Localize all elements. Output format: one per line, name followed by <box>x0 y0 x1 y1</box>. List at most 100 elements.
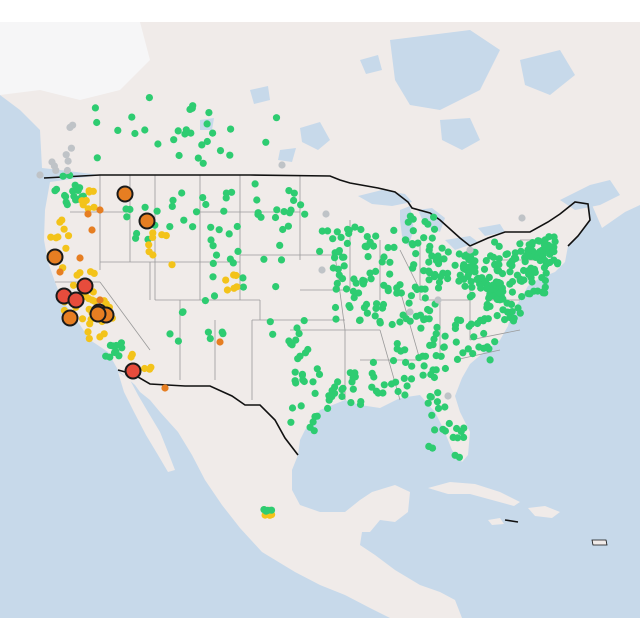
highlight-marker-unhealthy[interactable] <box>76 277 94 295</box>
monitor-dot-good[interactable] <box>306 423 314 431</box>
monitor-dot-good[interactable] <box>498 284 506 292</box>
monitor-dot-good[interactable] <box>539 289 547 297</box>
monitor-dot-moderate[interactable] <box>82 196 90 205</box>
monitor-dot-good[interactable] <box>370 373 378 381</box>
monitor-dot-good[interactable] <box>534 237 542 245</box>
monitor-dot-good[interactable] <box>272 283 280 291</box>
monitor-dot-good[interactable] <box>455 453 463 461</box>
monitor-dot-good[interactable] <box>426 392 434 401</box>
monitor-dot-good[interactable] <box>467 278 475 286</box>
monitor-dot-good[interactable] <box>260 255 268 263</box>
monitor-dot-good[interactable] <box>394 387 402 396</box>
monitor-dot-good[interactable] <box>530 265 539 273</box>
monitor-dot-good[interactable] <box>332 315 340 323</box>
monitor-dot-good[interactable] <box>315 370 324 378</box>
monitor-dot-good[interactable] <box>71 181 79 189</box>
monitor-dot-good[interactable] <box>114 126 122 134</box>
monitor-dot-good[interactable] <box>553 260 562 268</box>
monitor-dot-moderate[interactable] <box>88 296 96 304</box>
highlight-marker-usg[interactable] <box>89 305 107 323</box>
monitor-dot-good[interactable] <box>284 222 292 230</box>
monitor-dot-good[interactable] <box>400 374 408 382</box>
monitor-dot-good[interactable] <box>428 252 436 260</box>
monitor-dot-good[interactable] <box>131 129 139 138</box>
monitor-dot-good[interactable] <box>388 320 396 329</box>
monitor-dot-good[interactable] <box>518 293 526 301</box>
monitor-dot-good[interactable] <box>166 223 174 231</box>
monitor-dot-good[interactable] <box>351 223 359 231</box>
monitor-dot-good[interactable] <box>180 216 188 224</box>
monitor-dot-good[interactable] <box>486 292 494 300</box>
monitor-dot-good[interactable] <box>309 378 317 386</box>
monitor-dot-good[interactable] <box>52 185 61 193</box>
monitor-dot-good[interactable] <box>477 284 485 292</box>
monitor-dot-good[interactable] <box>459 262 467 270</box>
monitor-dot-moderate[interactable] <box>127 353 135 361</box>
monitor-dot-good[interactable] <box>452 338 460 346</box>
monitor-dot-good[interactable] <box>524 267 532 275</box>
monitor-dot-nodata[interactable] <box>52 166 60 174</box>
monitor-dot-moderate[interactable] <box>84 328 92 336</box>
monitor-dot-good[interactable] <box>420 316 428 324</box>
monitor-dot-good[interactable] <box>372 232 380 240</box>
monitor-dot-good[interactable] <box>110 348 119 357</box>
monitor-dot-good[interactable] <box>506 260 514 268</box>
monitor-dot-good[interactable] <box>228 188 236 196</box>
monitor-dot-good[interactable] <box>300 377 308 386</box>
monitor-dot-good[interactable] <box>279 225 287 234</box>
monitor-dot-good[interactable] <box>239 274 247 282</box>
monitor-dot-good[interactable] <box>304 345 312 354</box>
monitor-dot-good[interactable] <box>482 257 490 265</box>
monitor-dot-good[interactable] <box>291 368 299 376</box>
monitor-dot-moderate[interactable] <box>222 276 230 284</box>
monitor-dot-good[interactable] <box>379 300 388 309</box>
monitor-dot-good[interactable] <box>493 312 501 320</box>
monitor-dot-good[interactable] <box>468 283 476 291</box>
monitor-dot-moderate[interactable] <box>62 244 70 252</box>
monitor-dot-good[interactable] <box>534 287 542 295</box>
monitor-dot-good[interactable] <box>419 371 427 379</box>
monitor-dot-nodata[interactable] <box>64 157 72 165</box>
monitor-dot-good[interactable] <box>203 120 211 128</box>
monitor-dot-good[interactable] <box>420 267 428 275</box>
monitor-dot-good[interactable] <box>333 279 341 287</box>
monitor-dot-moderate[interactable] <box>230 284 238 292</box>
monitor-dot-good[interactable] <box>542 269 550 277</box>
monitor-dot-good[interactable] <box>545 233 553 241</box>
monitor-dot-good[interactable] <box>424 399 432 407</box>
monitor-dot-good[interactable] <box>356 400 365 409</box>
monitor-dot-good[interactable] <box>424 220 432 228</box>
monitor-dot-good[interactable] <box>495 242 503 250</box>
monitor-dot-good[interactable] <box>483 284 491 293</box>
monitor-dot-good[interactable] <box>123 213 131 221</box>
monitor-dot-good[interactable] <box>202 200 210 209</box>
monitor-dot-good[interactable] <box>367 275 375 283</box>
monitor-dot-moderate[interactable] <box>90 203 98 211</box>
monitor-dot-good[interactable] <box>409 227 417 235</box>
monitor-dot-good[interactable] <box>331 249 339 257</box>
monitor-dot-good[interactable] <box>397 347 405 355</box>
monitor-dot-good[interactable] <box>455 250 463 258</box>
monitor-dot-good[interactable] <box>390 226 398 234</box>
monitor-dot-moderate[interactable] <box>141 364 149 373</box>
monitor-dot-good[interactable] <box>420 234 428 242</box>
monitor-dot-nodata[interactable] <box>66 123 74 131</box>
monitor-dot-good[interactable] <box>266 318 274 326</box>
monitor-dot-good[interactable] <box>485 273 493 281</box>
monitor-dot-good[interactable] <box>459 349 467 357</box>
monitor-dot-good[interactable] <box>267 506 276 514</box>
monitor-dot-good[interactable] <box>347 399 355 407</box>
monitor-dot-good[interactable] <box>426 341 434 349</box>
monitor-dot-good[interactable] <box>506 268 514 276</box>
monitor-dot-good[interactable] <box>175 151 183 160</box>
monitor-dot-good[interactable] <box>220 207 228 215</box>
monitor-dot-good[interactable] <box>189 102 197 110</box>
monitor-dot-moderate[interactable] <box>90 269 98 277</box>
monitor-dot-good[interactable] <box>495 267 503 275</box>
monitor-dot-good[interactable] <box>128 113 136 121</box>
monitor-dot-good[interactable] <box>277 256 286 264</box>
monitor-dot-good[interactable] <box>403 382 411 390</box>
monitor-dot-moderate[interactable] <box>145 241 153 249</box>
monitor-dot-good[interactable] <box>389 357 398 365</box>
